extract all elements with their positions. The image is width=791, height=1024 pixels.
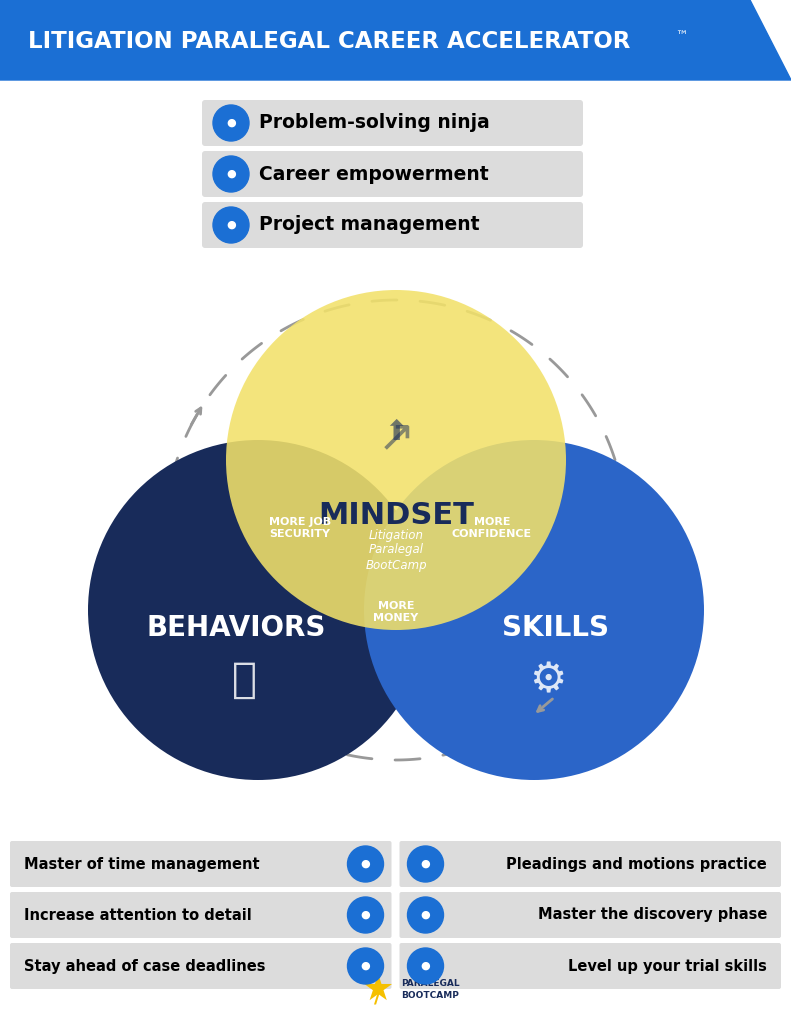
Circle shape xyxy=(364,440,704,780)
FancyBboxPatch shape xyxy=(10,841,392,887)
FancyBboxPatch shape xyxy=(202,202,583,248)
Text: Master of time management: Master of time management xyxy=(24,856,259,871)
Text: MORE JOB
SECURITY: MORE JOB SECURITY xyxy=(269,517,331,539)
Text: LITIGATION PARALEGAL CAREER ACCELERATOR: LITIGATION PARALEGAL CAREER ACCELERATOR xyxy=(28,31,630,53)
Circle shape xyxy=(213,105,249,141)
Circle shape xyxy=(347,897,384,933)
Text: ⬆: ⬆ xyxy=(384,418,407,446)
Polygon shape xyxy=(0,0,791,80)
Text: ●: ● xyxy=(421,961,430,971)
Text: Level up your trial skills: Level up your trial skills xyxy=(568,958,767,974)
Circle shape xyxy=(347,846,384,882)
Text: Stay ahead of case deadlines: Stay ahead of case deadlines xyxy=(24,958,266,974)
FancyBboxPatch shape xyxy=(10,892,392,938)
Text: Project management: Project management xyxy=(259,215,479,234)
FancyBboxPatch shape xyxy=(399,943,781,989)
Text: ●: ● xyxy=(421,859,430,869)
Circle shape xyxy=(407,846,444,882)
Text: Litigation
Paralegal
BootCamp: Litigation Paralegal BootCamp xyxy=(365,528,427,571)
Text: ™: ™ xyxy=(675,30,687,43)
Circle shape xyxy=(213,156,249,193)
Text: Problem-solving ninja: Problem-solving ninja xyxy=(259,114,490,132)
Text: Increase attention to detail: Increase attention to detail xyxy=(24,907,252,923)
Text: Master the discovery phase: Master the discovery phase xyxy=(538,907,767,923)
FancyBboxPatch shape xyxy=(399,841,781,887)
Circle shape xyxy=(88,440,428,780)
Text: ●: ● xyxy=(421,910,430,920)
FancyBboxPatch shape xyxy=(10,943,392,989)
Text: ★: ★ xyxy=(361,973,394,1007)
Text: ●: ● xyxy=(226,118,236,128)
Text: BEHAVIORS: BEHAVIORS xyxy=(146,614,326,642)
Circle shape xyxy=(213,207,249,243)
Text: MINDSET: MINDSET xyxy=(318,501,474,529)
Circle shape xyxy=(407,897,444,933)
Text: MORE
MONEY: MORE MONEY xyxy=(373,601,418,623)
FancyBboxPatch shape xyxy=(202,100,583,146)
Circle shape xyxy=(347,948,384,984)
Text: ●: ● xyxy=(226,169,236,179)
Circle shape xyxy=(407,948,444,984)
Text: ⚙: ⚙ xyxy=(529,659,566,701)
Text: ●: ● xyxy=(361,910,370,920)
Text: ●: ● xyxy=(361,961,370,971)
Text: ↗: ↗ xyxy=(377,417,414,460)
Text: BOOTCAMP: BOOTCAMP xyxy=(401,990,459,999)
Text: ●: ● xyxy=(226,220,236,230)
Text: MORE
CONFIDENCE: MORE CONFIDENCE xyxy=(452,517,532,539)
Text: PARALEGAL: PARALEGAL xyxy=(401,980,460,988)
FancyBboxPatch shape xyxy=(202,151,583,197)
Text: ●: ● xyxy=(361,859,370,869)
Circle shape xyxy=(226,290,566,630)
Text: SKILLS: SKILLS xyxy=(502,614,610,642)
Text: ⛑: ⛑ xyxy=(232,659,256,701)
Text: Career empowerment: Career empowerment xyxy=(259,165,489,183)
Text: /: / xyxy=(374,982,382,1006)
Text: Pleadings and motions practice: Pleadings and motions practice xyxy=(506,856,767,871)
FancyBboxPatch shape xyxy=(399,892,781,938)
